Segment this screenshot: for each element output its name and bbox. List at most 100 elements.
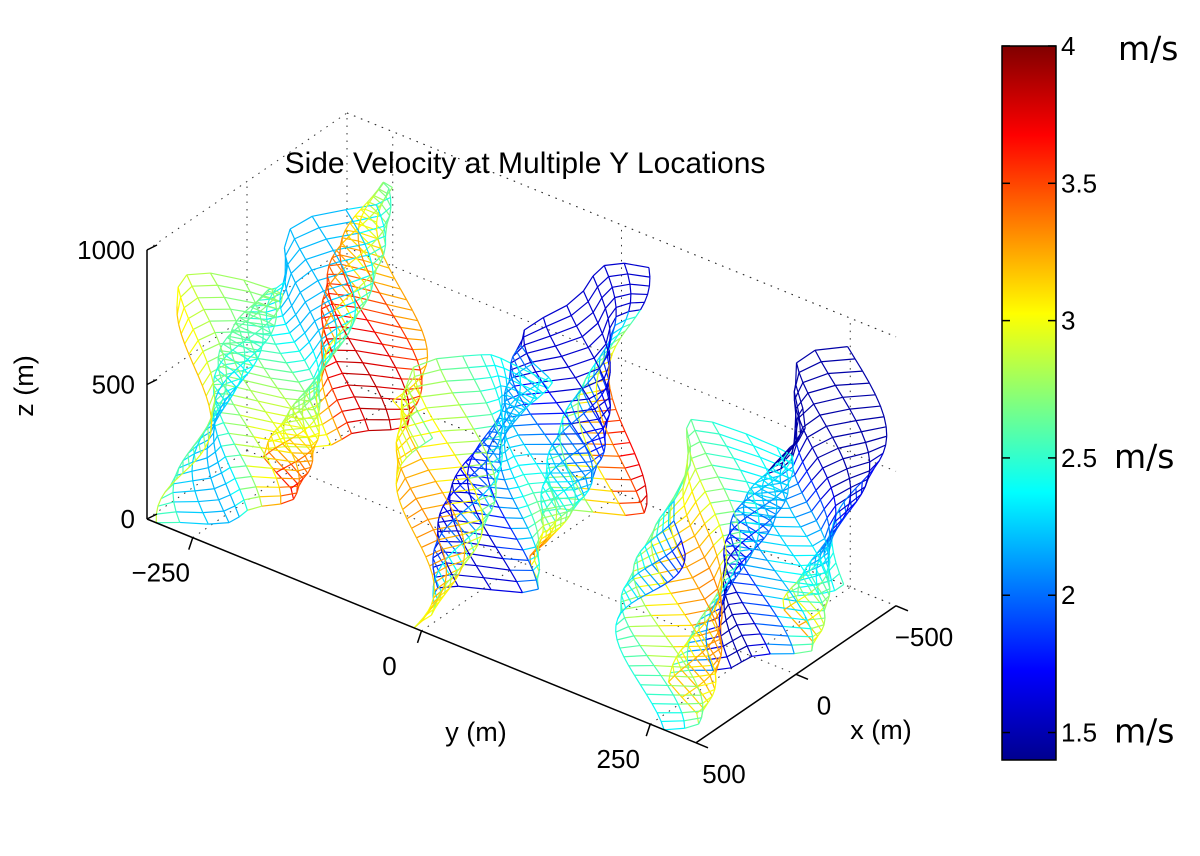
mesh-line <box>393 315 402 328</box>
mesh-line <box>670 593 679 605</box>
mesh-line <box>813 396 843 405</box>
mesh-line <box>249 291 257 304</box>
mesh-line <box>741 536 750 544</box>
mesh-line <box>586 443 614 446</box>
mesh-line <box>324 388 333 398</box>
mesh-line <box>345 209 354 222</box>
mesh-line <box>451 475 457 484</box>
mesh-line <box>192 284 218 287</box>
mesh-line <box>208 405 212 416</box>
mesh-line <box>425 556 431 567</box>
mesh-line <box>406 508 423 520</box>
mesh-line <box>717 593 722 602</box>
mesh-line <box>293 341 300 352</box>
mesh-line <box>284 267 288 275</box>
mesh-line <box>708 655 714 666</box>
mesh-line <box>818 588 831 595</box>
mesh-line <box>672 646 681 658</box>
mesh-line <box>794 650 812 655</box>
mesh-line <box>368 429 392 432</box>
mesh-line <box>505 427 511 434</box>
mesh-line <box>606 414 611 422</box>
mesh-line <box>506 424 511 431</box>
mesh-line <box>517 434 525 445</box>
mesh-line <box>671 550 683 568</box>
mesh-line <box>630 316 637 325</box>
mesh-line <box>326 314 332 323</box>
mesh-line <box>359 408 366 420</box>
mesh-line <box>581 322 599 338</box>
mesh-line <box>224 456 231 468</box>
mesh-line <box>362 217 371 225</box>
mesh-line <box>446 560 465 568</box>
mesh-line <box>779 475 782 484</box>
mesh-line <box>829 531 835 540</box>
mesh-line <box>275 471 292 489</box>
mesh-line <box>739 516 748 523</box>
mesh-line <box>621 586 637 596</box>
mesh-line <box>714 514 721 526</box>
mesh-line <box>761 483 769 490</box>
mesh-line <box>250 305 255 313</box>
mesh-line <box>815 575 818 585</box>
mesh-line <box>570 315 578 327</box>
mesh-line <box>577 487 586 501</box>
mesh-line <box>202 343 220 352</box>
mesh-line <box>453 484 461 493</box>
mesh-line <box>686 667 694 678</box>
mesh-line <box>342 237 359 242</box>
mesh-line <box>680 540 686 555</box>
mesh-line <box>282 439 291 445</box>
mesh-line <box>787 476 790 486</box>
mesh-line <box>533 553 538 561</box>
mesh-line <box>364 208 379 215</box>
mesh-line <box>628 625 659 628</box>
mesh-line <box>192 364 199 376</box>
mesh-line <box>439 513 448 527</box>
mesh-line <box>243 341 263 344</box>
mesh-line <box>655 510 671 526</box>
mesh-line <box>402 391 412 417</box>
mesh-line <box>794 420 797 429</box>
mesh-line <box>240 370 245 379</box>
mesh-line <box>362 223 378 240</box>
mesh-line <box>302 472 309 480</box>
mesh-line <box>570 301 589 316</box>
mesh-line <box>462 354 482 357</box>
mesh-line <box>222 422 230 434</box>
mesh-line <box>508 486 519 490</box>
mesh-line <box>247 505 262 511</box>
mesh-line <box>522 588 539 594</box>
mesh-line <box>373 195 385 201</box>
mesh-line <box>400 427 413 453</box>
mesh-line <box>320 338 324 348</box>
mesh-line <box>247 366 254 374</box>
mesh-line <box>316 418 320 427</box>
mesh-line <box>468 500 477 508</box>
mesh-line <box>464 536 482 545</box>
mesh-line <box>873 460 880 469</box>
mesh-line <box>700 710 704 718</box>
mesh-line <box>183 297 199 309</box>
mesh-line <box>312 338 322 352</box>
mesh-line <box>258 313 263 325</box>
mesh-line <box>562 412 579 419</box>
mesh-line <box>672 524 691 538</box>
mesh-line <box>615 618 619 626</box>
mesh-line <box>271 332 290 337</box>
mesh-line <box>695 464 712 470</box>
mesh-line <box>745 433 754 446</box>
mesh-line <box>575 368 600 379</box>
mesh-line <box>336 360 363 364</box>
mesh-line <box>719 433 754 447</box>
mesh-line <box>571 481 576 490</box>
mesh-line <box>745 433 778 448</box>
mesh-line <box>734 559 739 568</box>
mesh-line <box>304 350 314 361</box>
mesh-line <box>782 625 811 630</box>
mesh-line <box>662 512 665 532</box>
mesh-line <box>760 472 768 479</box>
mesh-line <box>585 443 593 456</box>
mesh-line <box>192 351 204 366</box>
mesh-line <box>244 358 258 363</box>
